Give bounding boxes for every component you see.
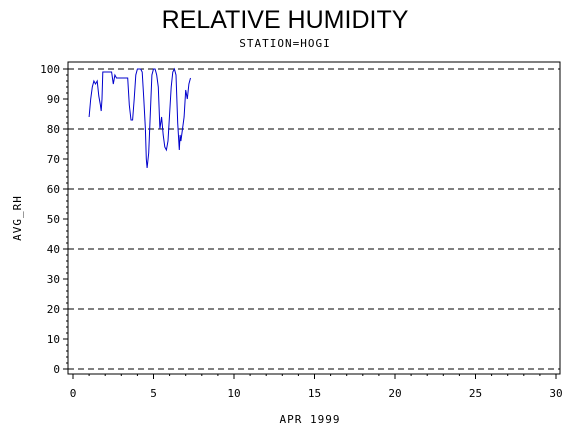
- y-tick-label: 10: [47, 333, 60, 346]
- x-tick-label: 0: [70, 387, 77, 400]
- series-group: [88, 67, 191, 169]
- x-tick-label: 10: [227, 387, 240, 400]
- x-tick-label: 5: [150, 387, 157, 400]
- x-tick-label: 15: [308, 387, 321, 400]
- y-tick-label: 0: [53, 363, 60, 376]
- x-tick-label: 20: [388, 387, 401, 400]
- x-axis: 0 5 10 15 20 25 30: [70, 374, 563, 400]
- y-tick-label: 70: [47, 153, 60, 166]
- y-tick-label: 50: [47, 213, 60, 226]
- y-tick-label: 30: [47, 273, 60, 286]
- reference-lines: [68, 68, 560, 370]
- y-tick-label: 60: [47, 183, 60, 196]
- x-tick-label: 30: [549, 387, 562, 400]
- x-axis-label: APR 1999: [280, 413, 341, 426]
- y-axis: 0 10 20 30 40 50 60 70 80 90 100: [40, 63, 68, 376]
- y-tick-label: 90: [47, 93, 60, 106]
- chart-title: RELATIVE HUMIDITY: [161, 6, 409, 34]
- y-tick-label: 40: [47, 243, 60, 256]
- y-axis-label: AVG_RH: [11, 195, 24, 241]
- y-tick-label: 20: [47, 303, 60, 316]
- y-tick-label: 100: [40, 63, 60, 76]
- plot-frame: [67, 61, 561, 375]
- y-tick-label: 80: [47, 123, 60, 136]
- series-line: [88, 67, 191, 169]
- x-tick-label: 25: [469, 387, 482, 400]
- chart-subtitle: STATION=HOGI: [239, 37, 331, 50]
